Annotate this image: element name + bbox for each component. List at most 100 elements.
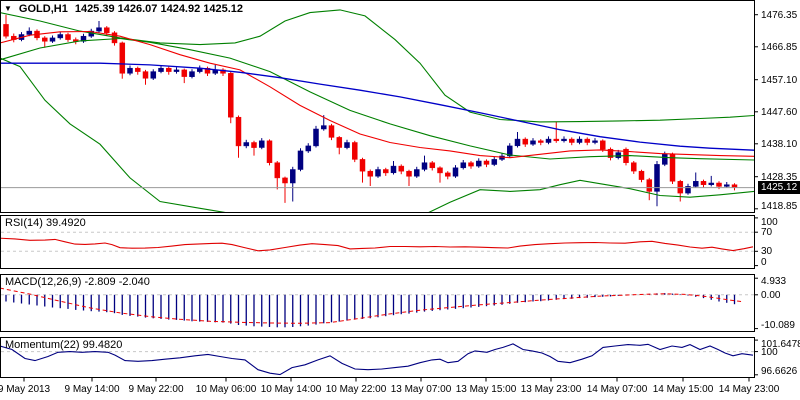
candlestick [57,31,64,40]
macd-signal-line [1,287,743,324]
ma-red-line [1,30,754,159]
price-axis-label: 1466.85 [761,41,798,53]
candlestick [127,65,133,76]
candlestick [235,115,242,158]
candlestick [344,139,350,150]
time-axis-label: 10 May 22:00 [325,384,387,395]
time-axis-label: 13 May 23:00 [520,384,582,395]
time-axis-label: 10 May 14:00 [260,384,322,395]
ohlc-values: 1425.39 1426.07 1424.92 1425.12 [74,2,244,15]
candlestick [3,14,9,39]
candlestick [243,139,250,149]
time-axis-label: 10 May 06:00 [195,384,257,395]
candlestick [414,166,420,178]
candlestick [631,161,637,174]
price-axis-label: 1438.10 [761,138,798,150]
macd-histogram [5,293,736,328]
candlestick [421,155,428,172]
candlestick [251,140,257,156]
momentum-line [1,343,754,376]
candlestick [724,182,730,188]
candlestick [437,166,443,183]
candlestick [359,157,366,183]
symbol-dropdown-icon[interactable]: ▼ [4,4,12,13]
macd-axis-label: -10.089 [761,320,795,331]
candlestick [328,123,335,141]
candlestick [49,35,56,43]
candlestick [623,147,629,166]
candlestick [336,136,343,155]
candlestick [305,143,312,153]
time-axis-label: 9 May 14:00 [64,384,120,395]
candlestick [166,66,172,75]
candlestick [65,32,71,42]
price-axis-label: 1428.35 [761,171,798,183]
rsi-axis-label: 100 [761,217,778,228]
rsi-line [1,237,754,252]
candlestick [42,36,48,48]
candlestick [452,165,459,178]
candlestick [135,66,141,75]
price-axis-label: 1447.60 [761,106,798,118]
candlestick [553,121,560,143]
candlestick [708,175,715,187]
candlesticks-series [3,14,738,207]
ma-green-line [1,37,754,161]
price-axis-label: 1457.10 [761,74,798,86]
symbol-period: GOLD,H1 [18,2,68,15]
candlestick [569,137,575,146]
candlestick [514,132,521,148]
candlestick [538,139,544,146]
momentum-axis-label: 101.6478 [761,339,800,350]
macd-axis-label: 4.933 [761,276,787,287]
candlestick [398,164,405,175]
ma-blue-line [1,62,754,151]
candlestick [576,136,583,145]
time-axis-label: 14 May 07:00 [586,384,648,395]
time-axis: 9 May 2013 9 May 14:00 9 May 22:00 10 May 0… [0,379,800,400]
candlestick [646,177,653,201]
macd-indicator-label: MACD(12,26,9) -2.809 -2.040 [5,276,150,288]
candlestick [693,172,699,188]
momentum-axis-label: 96.6626 [761,366,798,377]
candlestick [700,179,707,188]
chart-title: ▼ GOLD,H1 1425.39 1426.07 1424.92 1425.1… [4,2,243,15]
candlestick [375,166,381,178]
rsi-indicator-label: RSI(14) 39.4920 [5,217,86,229]
candlestick [189,69,195,79]
rsi-axis-label: 30 [761,246,773,258]
time-axis-label: 9 May 22:00 [128,384,184,395]
candlestick [352,140,358,163]
rsi-axis-label: 70 [761,227,773,239]
candlestick [220,68,226,76]
candlestick [158,65,164,74]
rsi-panel-frame [0,215,755,269]
candlestick [476,158,482,168]
candlestick [181,68,188,84]
time-axis-label: 13 May 15:00 [455,384,517,395]
candlestick [561,136,567,143]
candlestick [119,41,126,79]
candlestick [290,166,296,202]
time-axis-label: 14 May 23:00 [718,384,780,395]
candlestick [204,66,211,76]
candlestick [228,72,234,124]
candlestick [259,138,265,150]
candlestick [491,156,498,167]
candlestick [282,176,288,203]
candlestick [96,21,102,33]
momentum-indicator-label: Momentum(22) 99.4820 [5,339,123,351]
candlestick [468,161,474,169]
candlestick [654,161,660,207]
current-price-label: 1425.12 [758,181,800,194]
candlestick [383,167,389,176]
price-axis-label: 1418.85 [761,201,798,212]
candlestick [142,69,149,85]
price-axis: 1476.35 1466.85 1457.10 1447.60 1438.10 1428.… [758,0,800,400]
candlestick [460,160,467,170]
candlestick [685,183,691,195]
time-axis-label: 13 May 07:00 [390,384,452,395]
candlestick [266,139,273,166]
candlestick [638,169,645,183]
